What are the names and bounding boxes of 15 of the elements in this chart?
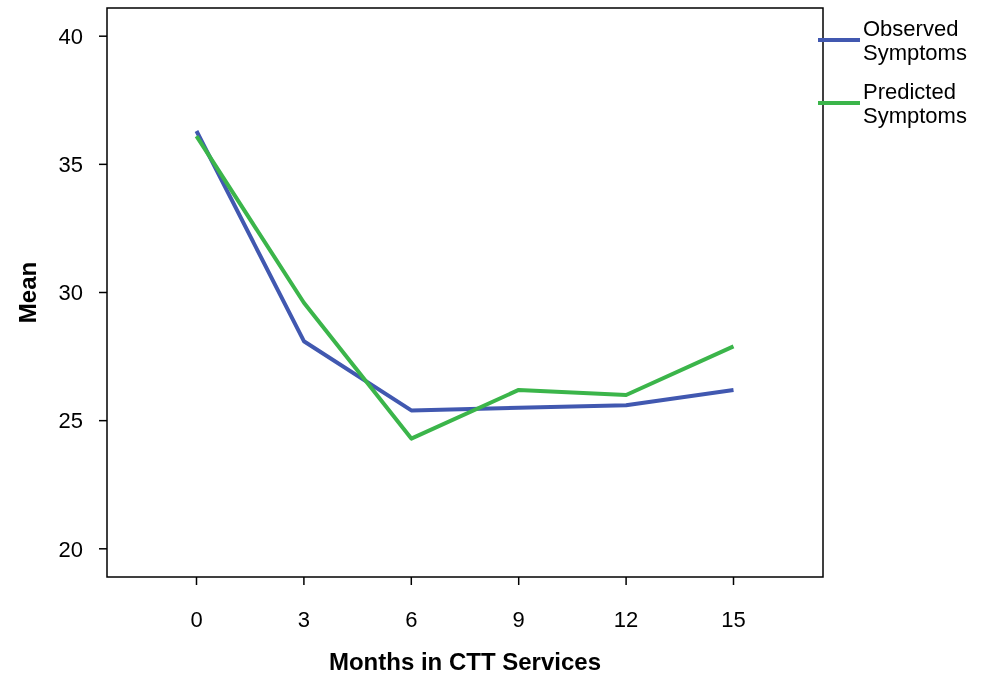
x-tick-label: 12 (613, 607, 639, 632)
legend-label: Predicted Symptoms (863, 79, 967, 128)
x-tick-label: 9 (512, 607, 525, 632)
x-tick-label: 3 (297, 607, 311, 632)
legend-label: Observed Symptoms (863, 16, 967, 65)
x-tick-label: 0 (190, 607, 203, 632)
y-axis-title: Mean (14, 261, 41, 324)
x-tick-label: 15 (721, 607, 746, 632)
y-tick-label: 30 (58, 280, 83, 306)
x-axis-title: Months in CTT Services (328, 648, 602, 675)
x-tick-label: 6 (405, 607, 418, 632)
y-tick-label: 40 (58, 23, 83, 49)
y-tick-label: 20 (58, 536, 83, 562)
y-tick-label: 25 (58, 408, 83, 434)
y-tick-label: 35 (58, 152, 83, 178)
